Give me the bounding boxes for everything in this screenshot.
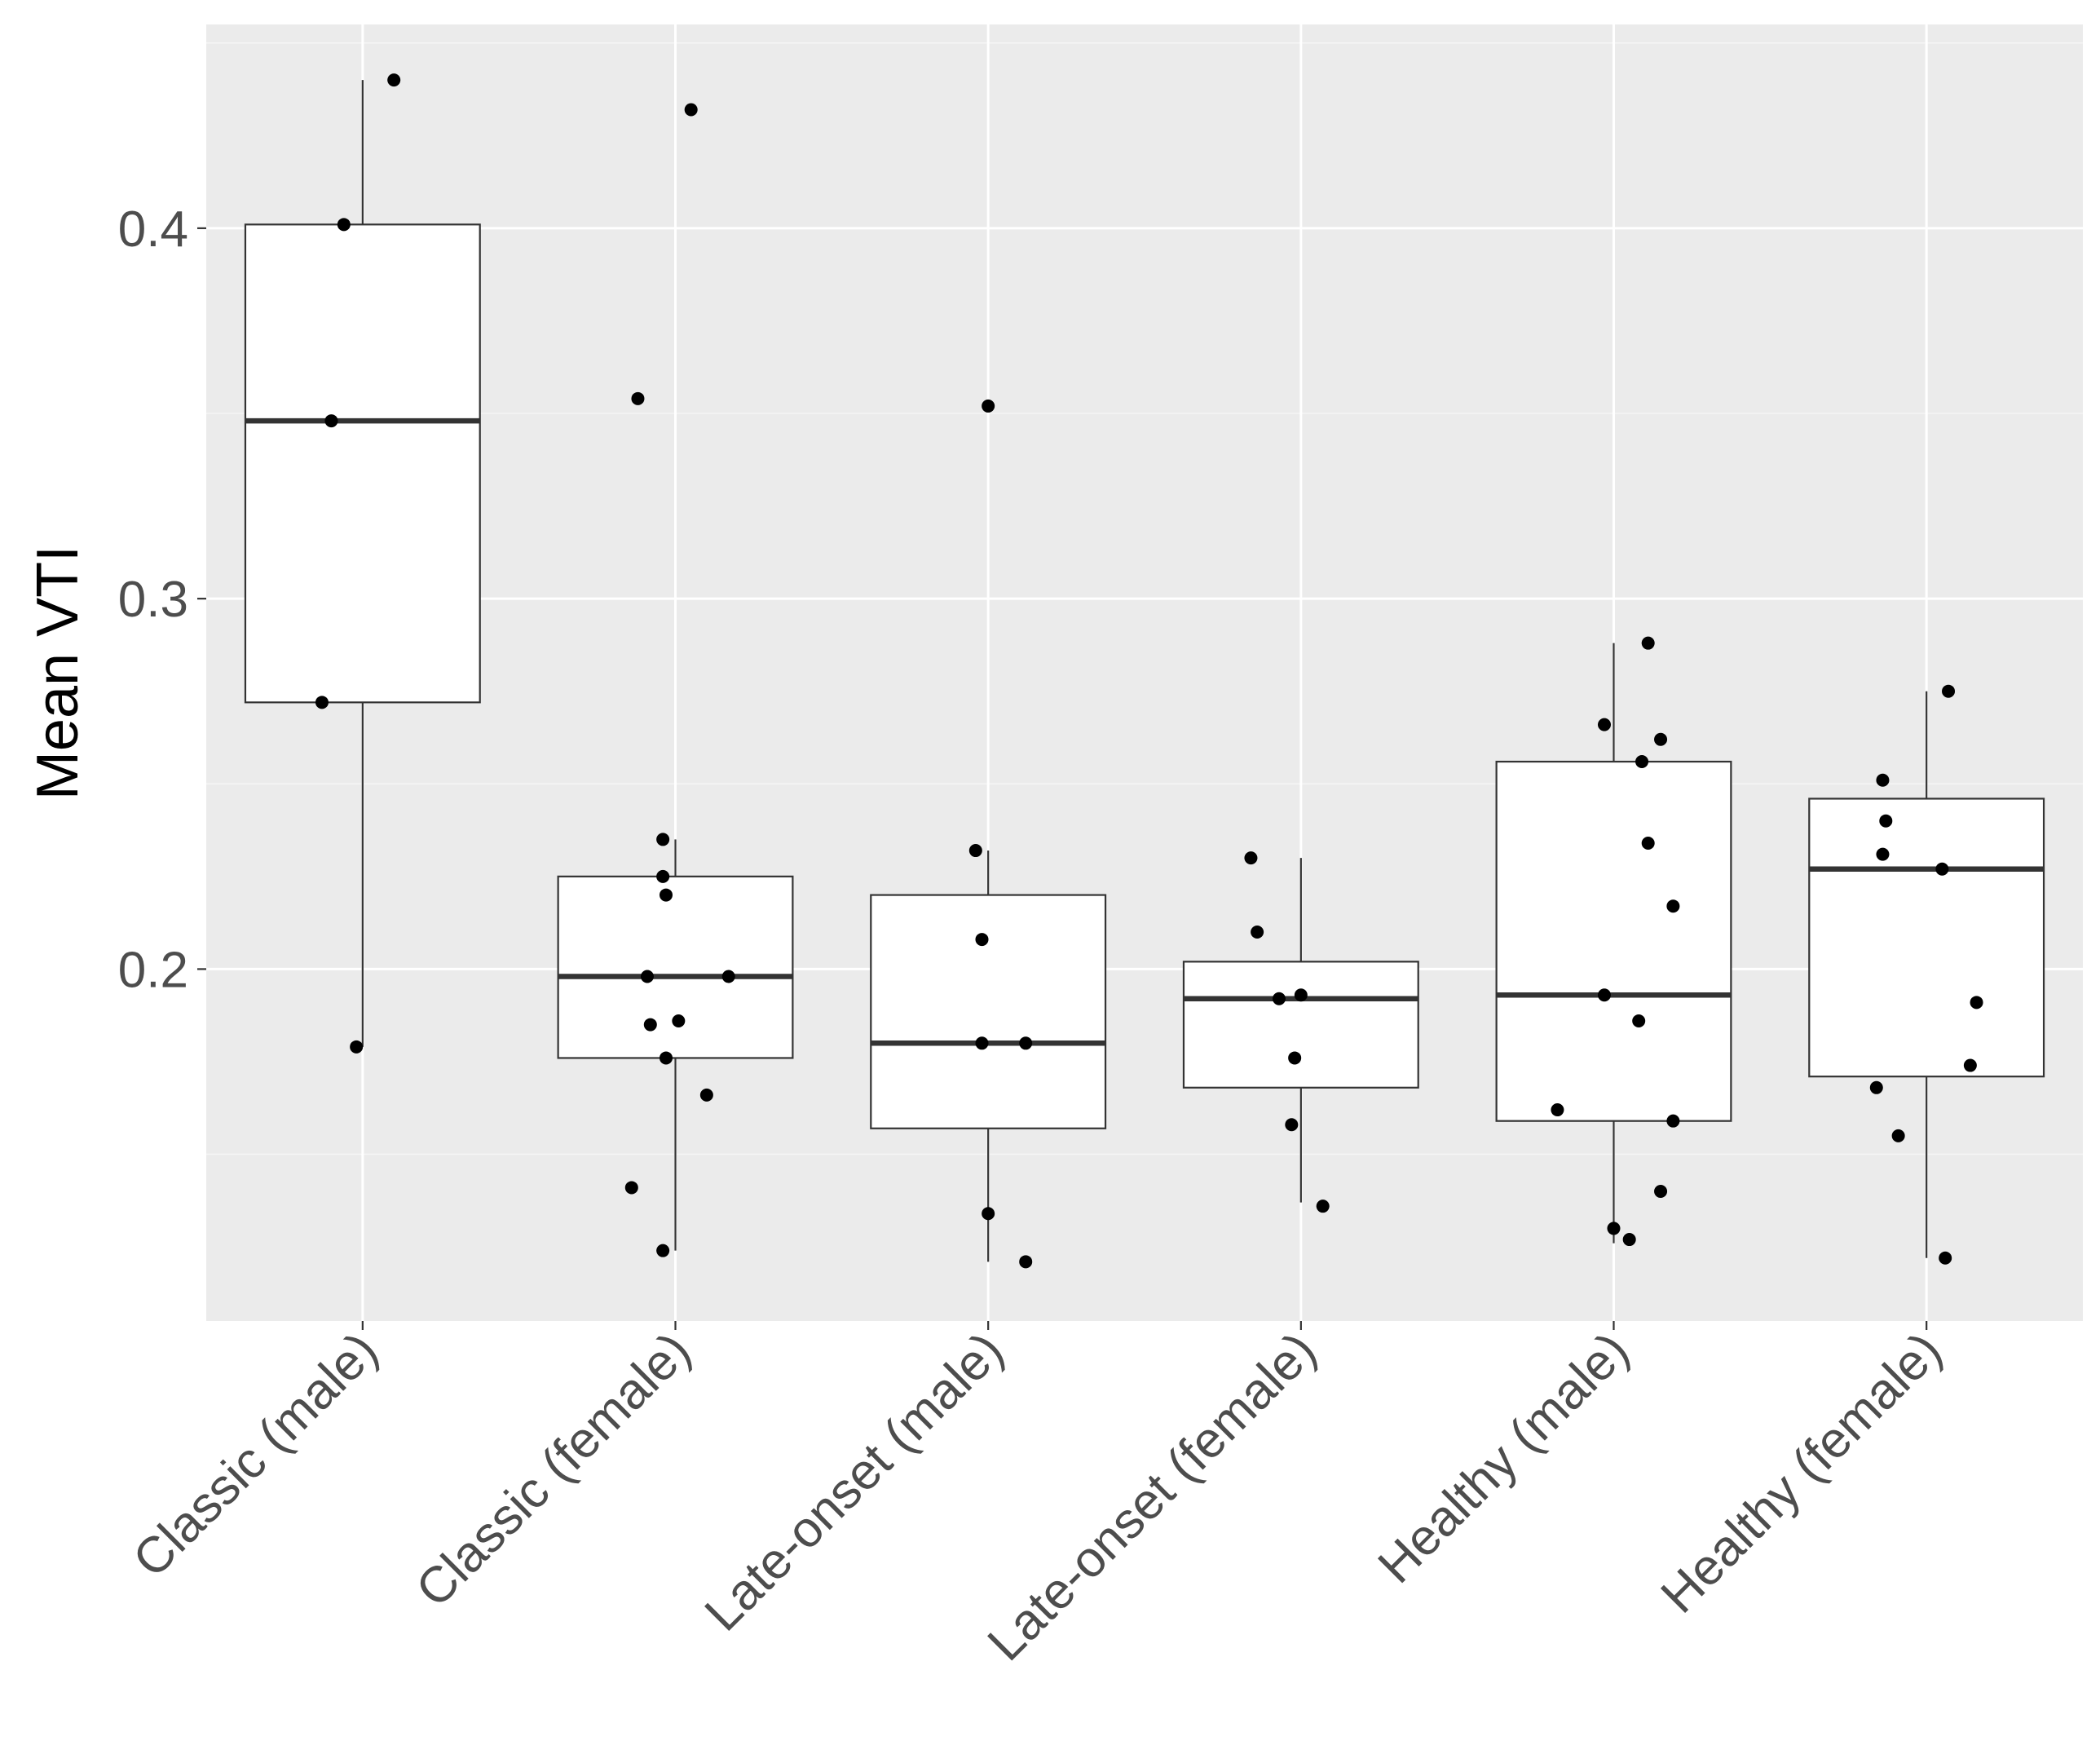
data-point xyxy=(975,933,989,947)
data-point xyxy=(1666,1114,1680,1128)
box-iqr xyxy=(244,223,481,704)
data-point xyxy=(1876,773,1890,787)
data-point xyxy=(1641,836,1655,850)
data-point xyxy=(659,1051,673,1065)
box-iqr xyxy=(1495,760,1732,1122)
y-tick-label: 0.4 xyxy=(118,201,188,258)
data-point xyxy=(1654,1185,1668,1198)
box-group xyxy=(1495,643,1732,1244)
data-point xyxy=(1622,1233,1636,1247)
data-point xyxy=(982,1207,995,1221)
data-point xyxy=(656,833,670,846)
data-point xyxy=(1935,862,1949,876)
data-point xyxy=(1607,1222,1621,1235)
data-point xyxy=(982,399,995,413)
y-axis-title: Mean VTI xyxy=(25,546,90,800)
data-point xyxy=(1244,851,1258,865)
data-point xyxy=(1939,1251,1952,1265)
data-point xyxy=(1285,1118,1299,1132)
plot-panel xyxy=(206,24,2083,1321)
data-point xyxy=(1635,755,1649,769)
data-point xyxy=(1632,1014,1646,1028)
data-point xyxy=(1316,1200,1330,1213)
data-point xyxy=(699,1088,713,1102)
box-iqr xyxy=(1808,797,2045,1078)
data-point xyxy=(656,869,670,883)
data-point xyxy=(1551,1103,1564,1117)
data-point xyxy=(1970,996,1983,1010)
box-group xyxy=(557,839,794,1251)
data-point xyxy=(1597,718,1611,731)
data-point xyxy=(1654,732,1668,746)
data-point xyxy=(1879,814,1893,828)
data-point xyxy=(975,1036,989,1050)
data-point xyxy=(1251,926,1264,939)
data-point xyxy=(1288,1051,1302,1065)
boxes xyxy=(244,80,2045,1262)
data-point xyxy=(968,844,982,858)
data-point xyxy=(315,696,329,709)
data-point xyxy=(1942,684,1956,698)
data-point xyxy=(640,970,654,983)
y-tick-label: 0.3 xyxy=(118,572,188,628)
data-point xyxy=(1272,992,1286,1005)
data-point xyxy=(324,414,338,428)
box-group xyxy=(1808,691,2045,1258)
data-point xyxy=(1597,988,1611,1002)
data-point xyxy=(684,103,698,117)
data-point xyxy=(656,1244,670,1257)
data-point xyxy=(1019,1036,1033,1050)
data-point xyxy=(1891,1129,1905,1142)
data-point xyxy=(1869,1080,1883,1094)
box-group xyxy=(870,850,1107,1262)
data-point xyxy=(1641,636,1655,650)
data-point xyxy=(721,970,735,983)
data-point xyxy=(1963,1058,1977,1072)
data-point xyxy=(337,218,351,232)
data-point xyxy=(659,888,673,902)
data-point xyxy=(1294,988,1308,1002)
box-iqr xyxy=(557,875,794,1059)
data-point xyxy=(624,1181,638,1195)
data-point xyxy=(631,391,645,405)
data-points xyxy=(315,73,1983,1269)
data-point xyxy=(1876,847,1890,861)
box-iqr xyxy=(870,894,1107,1129)
data-point xyxy=(1019,1255,1033,1269)
box-iqr xyxy=(1182,961,1419,1089)
data-point xyxy=(1666,899,1680,913)
y-tick-label: 0.2 xyxy=(118,942,188,998)
data-point xyxy=(350,1040,364,1054)
data-point xyxy=(672,1014,686,1028)
data-point xyxy=(643,1018,657,1032)
box-group xyxy=(244,80,481,1047)
data-point xyxy=(387,73,401,87)
